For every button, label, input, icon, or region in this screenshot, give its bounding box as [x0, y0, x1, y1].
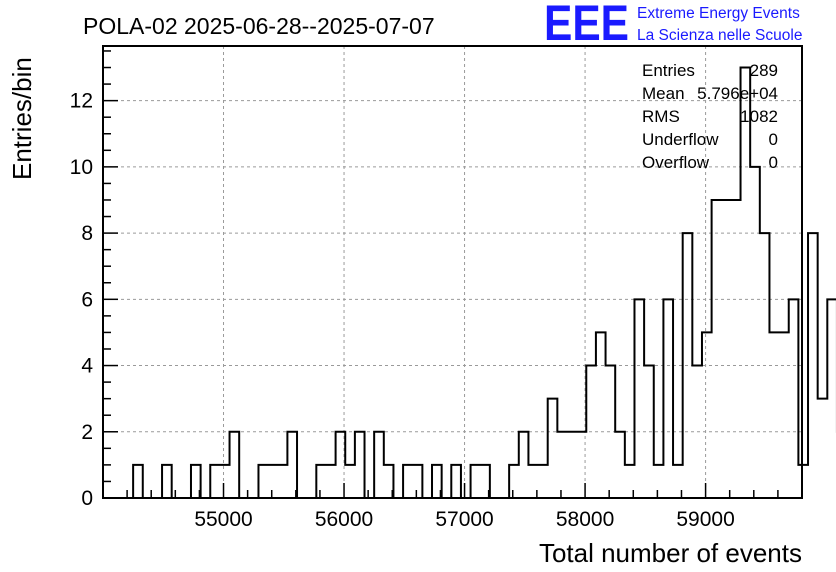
stats-label: Overflow	[642, 153, 710, 172]
stats-value: 289	[750, 61, 778, 80]
logo-line-2: La Scienza nelle Scuole	[637, 27, 802, 44]
stats-value: 1082	[740, 107, 778, 126]
y-axis-label: Entries/bin	[7, 57, 37, 180]
x-tick-label: 58000	[556, 508, 614, 531]
stats-value: 5.796e+04	[697, 84, 778, 103]
y-tick-label: 0	[81, 487, 93, 510]
y-tick-label: 2	[81, 421, 93, 444]
grid-lines	[103, 46, 802, 498]
y-tick-label: 6	[81, 288, 93, 311]
y-tick-label: 4	[81, 355, 93, 378]
histogram-series	[132, 66, 836, 499]
logo-mark: EEE	[544, 0, 629, 51]
y-tick-label: 8	[81, 222, 93, 245]
x-tick-label: 55000	[194, 508, 252, 531]
stats-label: Entries	[642, 61, 695, 80]
x-tick-label: 57000	[435, 508, 493, 531]
stats-label: RMS	[642, 107, 680, 126]
stats-label: Mean	[642, 84, 685, 103]
stats-label: Underflow	[642, 130, 719, 149]
stats-value: 0	[769, 130, 778, 149]
stats-box: Entries 289 Mean 5.796e+04 RMS 1082 Underflow 0…	[642, 61, 778, 172]
logo-line-1: Extreme Energy Events	[637, 5, 800, 22]
x-tick-label: 59000	[676, 508, 734, 531]
x-tick-label: 56000	[315, 508, 373, 531]
y-tick-label: 10	[70, 156, 93, 179]
stats-value: 0	[769, 153, 778, 172]
logo: EEE Extreme Energy Events La Scienza nel…	[544, 0, 802, 51]
axis-ticks: 55000 56000 57000 58000 59000 0 2 4 6 8 10 12	[70, 50, 803, 531]
chart-title: POLA-02 2025-06-28--2025-07-07	[83, 13, 435, 39]
plot-frame	[102, 45, 803, 499]
y-tick-label: 12	[70, 90, 93, 113]
x-axis-label: Total number of events	[539, 538, 802, 568]
